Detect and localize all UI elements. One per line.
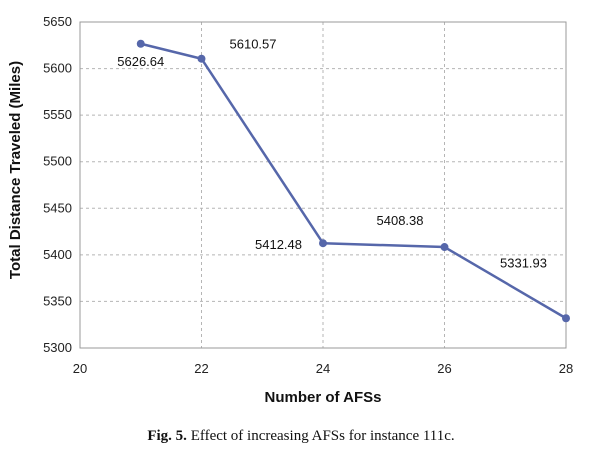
data-label: 5331.93 — [500, 255, 547, 270]
y-tick-label: 5450 — [43, 200, 72, 215]
x-tick-labels: 20 22 24 26 28 — [73, 361, 573, 376]
plot-frame — [79, 21, 567, 349]
y-tick-labels: 5300 5350 5400 5450 5500 5550 5600 5650 — [43, 14, 72, 355]
y-tick-label: 5400 — [43, 247, 72, 262]
x-tick-label: 22 — [194, 361, 208, 376]
x-tick-label: 20 — [73, 361, 87, 376]
y-tick-label: 5500 — [43, 154, 72, 169]
data-label: 5626.64 — [117, 54, 164, 69]
data-point — [319, 239, 327, 248]
axes — [79, 21, 567, 349]
y-tick-label: 5350 — [43, 293, 72, 308]
data-label: 5610.57 — [230, 37, 277, 52]
y-tick-label: 5300 — [43, 340, 72, 355]
data-point — [440, 243, 449, 252]
x-tick-label: 24 — [316, 361, 330, 376]
series-line — [140, 42, 567, 320]
data-labels: 5626.64 5610.57 5412.48 5408.38 5331.93 — [117, 37, 547, 271]
gridlines — [79, 21, 567, 349]
y-tick-label: 5650 — [43, 14, 72, 29]
data-point — [136, 39, 145, 48]
series-total-distance — [136, 39, 570, 323]
x-axis-title: Number of AFSs — [265, 389, 382, 406]
data-label: 5412.48 — [255, 237, 302, 252]
x-tick-label: 26 — [437, 361, 451, 376]
data-point — [562, 314, 570, 323]
y-tick-label: 5550 — [43, 107, 72, 122]
y-axis-title: Total Distance Traveled (Miles) — [7, 61, 24, 279]
data-point — [197, 54, 206, 63]
y-tick-label: 5600 — [43, 61, 72, 76]
caption-text: Effect of increasing AFSs for instance 1… — [190, 428, 455, 444]
data-label: 5408.38 — [377, 213, 424, 228]
caption-label: Fig. 5. — [147, 428, 187, 444]
figure-caption: Fig. 5. Effect of increasing AFSs for in… — [0, 428, 602, 445]
x-tick-label: 28 — [559, 361, 573, 376]
